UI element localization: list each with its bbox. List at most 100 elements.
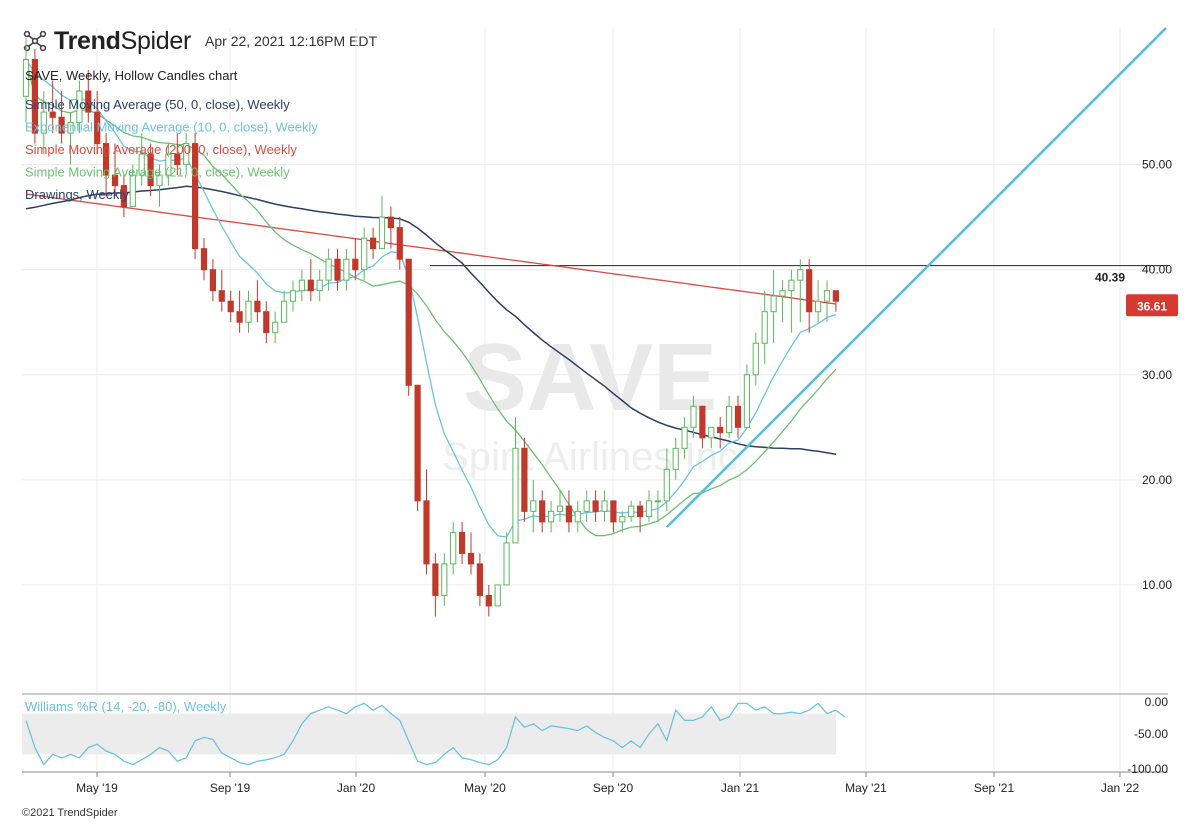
- candle-body: [272, 321, 279, 334]
- candle-body: [832, 290, 839, 302]
- legend-entry: Simple Moving Average (50, 0, close), We…: [25, 97, 290, 112]
- candle-body: [485, 594, 492, 607]
- candle-body: [556, 505, 564, 512]
- candle-body: [263, 311, 270, 334]
- candle-body: [387, 216, 394, 229]
- candle-body: [183, 143, 190, 166]
- candle-body: [209, 269, 217, 292]
- candle-body: [743, 374, 750, 428]
- candle-body: [49, 111, 56, 118]
- candle-body: [352, 258, 359, 271]
- williams-y-tick: -100.00: [1127, 762, 1168, 776]
- candle-body: [405, 258, 412, 386]
- candle-body: [192, 143, 199, 250]
- candle-body: [450, 531, 457, 565]
- candle-body: [663, 468, 670, 502]
- candle-body: [797, 269, 804, 281]
- candle-body: [165, 153, 172, 176]
- candle-body: [565, 505, 572, 523]
- williams-band: [22, 713, 836, 755]
- candle-body: [289, 290, 297, 302]
- candle-body: [370, 237, 377, 250]
- candles: [22, 38, 839, 617]
- candle-body: [378, 216, 386, 250]
- trendline-stroke: [665, 27, 1167, 529]
- last-price-tag: [1126, 294, 1178, 317]
- candle-body: [76, 90, 83, 124]
- candle-body: [58, 116, 65, 134]
- y-tick-label: 10.00: [1142, 578, 1172, 592]
- chart-title: SAVE, Weekly, Hollow Candles chart: [25, 68, 238, 83]
- candle-body: [619, 516, 626, 523]
- candle-body: [672, 447, 679, 470]
- candle-body: [254, 300, 261, 313]
- candle-body: [770, 295, 777, 313]
- candle-body: [343, 258, 350, 281]
- candle-body: [494, 584, 501, 607]
- candle-body: [681, 426, 688, 449]
- candle-body: [245, 300, 252, 323]
- candle-body: [414, 384, 421, 502]
- legend-entry: Simple Moving Average (200, 0, close), W…: [25, 142, 297, 157]
- williams-label: Williams %R (14, -20, -80), Weekly: [25, 699, 227, 714]
- candle-body: [592, 500, 599, 512]
- candle-body: [654, 500, 661, 503]
- candle-body: [432, 563, 439, 596]
- candle-body: [281, 300, 288, 323]
- watermark: SAVE Spirit Airlines Inc: [442, 324, 738, 479]
- williams-line: [25, 702, 846, 766]
- candle-body: [503, 542, 510, 586]
- ema10-line: [25, 59, 837, 538]
- candle-body: [459, 531, 466, 554]
- candle-body: [396, 227, 403, 260]
- candle-body: [67, 122, 74, 134]
- candle-body: [94, 111, 101, 145]
- chart-legend: SAVE, Weekly, Hollow Candles chart Simpl…: [25, 68, 318, 202]
- candle-body: [530, 500, 537, 512]
- price-tags: 36.61: [1126, 294, 1178, 317]
- candle-body: [779, 290, 786, 297]
- candle-body: [423, 500, 430, 565]
- candle-body: [752, 342, 759, 376]
- x-tick-label: May '19: [76, 781, 118, 795]
- candle-body: [298, 279, 305, 292]
- candle-body: [699, 405, 706, 439]
- candle-body: [307, 279, 314, 292]
- candle-body: [806, 269, 813, 313]
- x-tick-label: Sep '20: [593, 781, 634, 795]
- candle-body: [539, 500, 546, 523]
- williams-y-tick: 0.00: [1145, 695, 1169, 709]
- copyright: ©2021 TrendSpider: [22, 807, 118, 819]
- candle-body: [734, 405, 742, 428]
- candle-body: [174, 153, 181, 166]
- last-price-label: 36.61: [1137, 299, 1167, 313]
- candle-body: [637, 505, 644, 518]
- trendline-drawing[interactable]: [665, 27, 1167, 529]
- brand-bold-text: Trend: [54, 26, 121, 55]
- price-chart[interactable]: SAVE Spirit Airlines Inc 40.39 SAVE, Wee…: [0, 0, 1200, 800]
- legend-entry: Exponential Moving Average (10, 0, close…: [25, 120, 318, 135]
- y-tick-label: 30.00: [1142, 368, 1172, 382]
- candle-body: [610, 500, 617, 523]
- candle-body: [583, 500, 590, 512]
- y-tick-label: 40.00: [1142, 263, 1172, 277]
- candle-body: [645, 500, 653, 518]
- candle-body: [823, 290, 831, 302]
- candle-body: [227, 300, 234, 313]
- candle-body: [40, 111, 47, 134]
- x-tick-label: Sep '21: [974, 781, 1015, 795]
- candle-body: [22, 59, 30, 97]
- candle-body: [467, 552, 475, 565]
- candle-body: [548, 510, 555, 523]
- timestamp: Apr 22, 2021 12:16PM EDT: [205, 33, 378, 49]
- williams-y-tick: -50.00: [1134, 727, 1168, 741]
- candle-body: [761, 311, 768, 344]
- candle-body: [574, 510, 581, 523]
- candle-body: [815, 300, 822, 313]
- watermark-name: Spirit Airlines Inc: [442, 435, 738, 479]
- candle-body: [147, 153, 154, 187]
- candle-body: [788, 279, 795, 292]
- candle-body: [129, 174, 136, 208]
- candle-body: [628, 505, 635, 518]
- candle-body: [218, 290, 225, 302]
